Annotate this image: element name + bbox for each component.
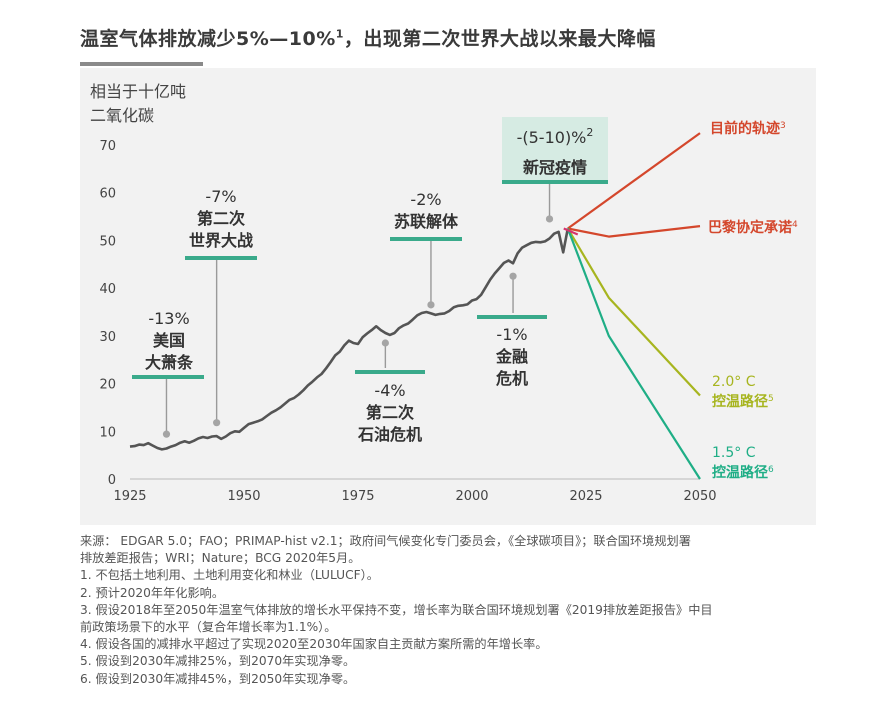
annotation-point <box>213 419 221 427</box>
annotation-label: 苏联解体 <box>394 212 459 231</box>
footnote-6: 6. 假设到2030年减排45%，到2050年实现净零。 <box>80 671 356 686</box>
x-tick-label: 2025 <box>569 489 602 504</box>
path-label-current_track: 目前的轨迹3 <box>710 120 786 137</box>
footnote-3-cont: 前政策场景下的水平（复合年增长率为1.1%）。 <box>80 620 337 635</box>
footnote-4: 4. 假设各国的减排水平超过了实现2020至2030年国家自主贡献方案所需的年增… <box>80 637 548 652</box>
x-tick-label: 2000 <box>455 489 488 504</box>
y-tick-label: 30 <box>99 330 116 345</box>
annotation-point <box>162 430 171 438</box>
y-axis-label: 相当于十亿吨 <box>90 82 186 101</box>
y-tick-label: 60 <box>99 187 116 202</box>
x-tick-label: 2050 <box>683 489 716 504</box>
annotation-bar <box>185 256 257 260</box>
annotation-point <box>545 215 554 223</box>
annotation-label: 石油危机 <box>357 425 422 444</box>
path-label-two_degree: 控温路径5 <box>712 393 774 410</box>
annotation-pct: -7% <box>205 187 236 206</box>
x-tick-label: 1925 <box>113 489 146 504</box>
annotation-label: 新冠疫情 <box>523 158 587 177</box>
footnote-1: 1. 不包括土地利用、土地利用变化和林业（LULUCF）。 <box>80 568 379 583</box>
y-tick-label: 40 <box>99 282 116 297</box>
footnote-2: 2. 预计2020年年化影响。 <box>80 585 225 600</box>
annotation-label: 美国 <box>153 331 185 350</box>
x-tick-label: 1975 <box>341 489 374 504</box>
annotation-label: 危机 <box>496 369 528 388</box>
annotation-pct: -1% <box>496 325 527 344</box>
annotation-bar <box>502 180 608 184</box>
title-tail: ，出现第二次世界大战以来最大降幅 <box>343 28 656 50</box>
y-tick-label: 10 <box>99 425 116 440</box>
connector-segment <box>563 227 579 236</box>
path-label-line1: 1.5° C <box>712 445 756 461</box>
annotation-label: 第二次 <box>366 403 414 422</box>
annotation-pct: -(5-10)%2 <box>517 126 594 147</box>
annotation-point <box>427 301 435 309</box>
annotation-label: 大萧条 <box>145 353 194 372</box>
path-label-line1: 2.0° C <box>712 374 756 390</box>
annotation-point <box>381 339 389 347</box>
y-tick-label: 70 <box>99 139 116 154</box>
source-line: 排放差距报告；WRI；Nature；BCG 2020年5月。 <box>80 551 361 566</box>
footnote-3: 3. 假设2018年至2050年温室气体排放的增长水平保持不变，增长率为联合国环… <box>80 602 713 617</box>
annotation-pct: -4% <box>374 381 405 400</box>
source-line: 来源： EDGAR 5.0；FAO；PRIMAP-hist v2.1；政府间气候… <box>80 534 691 548</box>
path-label-one_five_degree: 控温路径6 <box>712 464 774 481</box>
series-line-two_degree <box>566 227 701 397</box>
annotation-point <box>509 272 517 280</box>
y-tick-label: 0 <box>108 473 116 488</box>
annotation-pct: -2% <box>410 190 441 209</box>
title-underline <box>80 62 203 66</box>
x-tick-label: 1950 <box>227 489 260 504</box>
series-line-paris <box>567 225 701 238</box>
annotation-bar <box>132 375 204 379</box>
sources-notes: 来源： EDGAR 5.0；FAO；PRIMAP-hist v2.1；政府间气候… <box>80 533 820 688</box>
annotation-pct: -13% <box>148 309 189 328</box>
footnote-5: 5. 假设到2030年减排25%，到2070年实现净零。 <box>80 654 356 669</box>
title-footnote-mark: 1 <box>335 27 344 41</box>
annotation-label: 世界大战 <box>189 231 253 250</box>
page-title: 温室气体排放减少5%—10%1，出现第二次世界大战以来最大降幅 <box>80 24 656 51</box>
path-label-paris: 巴黎协定承诺4 <box>708 219 798 236</box>
series-line-current_track <box>567 132 701 230</box>
annotation-label: 金融 <box>495 347 528 366</box>
covid-highlight-box <box>502 117 608 180</box>
series-line-history <box>129 228 570 451</box>
annotation-bar <box>390 237 462 241</box>
y-axis-label: 二氧化碳 <box>90 106 154 125</box>
chart-background <box>80 68 816 525</box>
title-main: 温室气体排放减少5%—10% <box>80 28 336 50</box>
y-tick-label: 50 <box>99 234 116 249</box>
series-line-one_five_degree <box>566 228 701 480</box>
annotation-bar <box>355 370 425 374</box>
annotation-bar <box>477 315 547 319</box>
annotation-label: 第二次 <box>197 209 245 228</box>
y-tick-label: 20 <box>99 378 116 393</box>
